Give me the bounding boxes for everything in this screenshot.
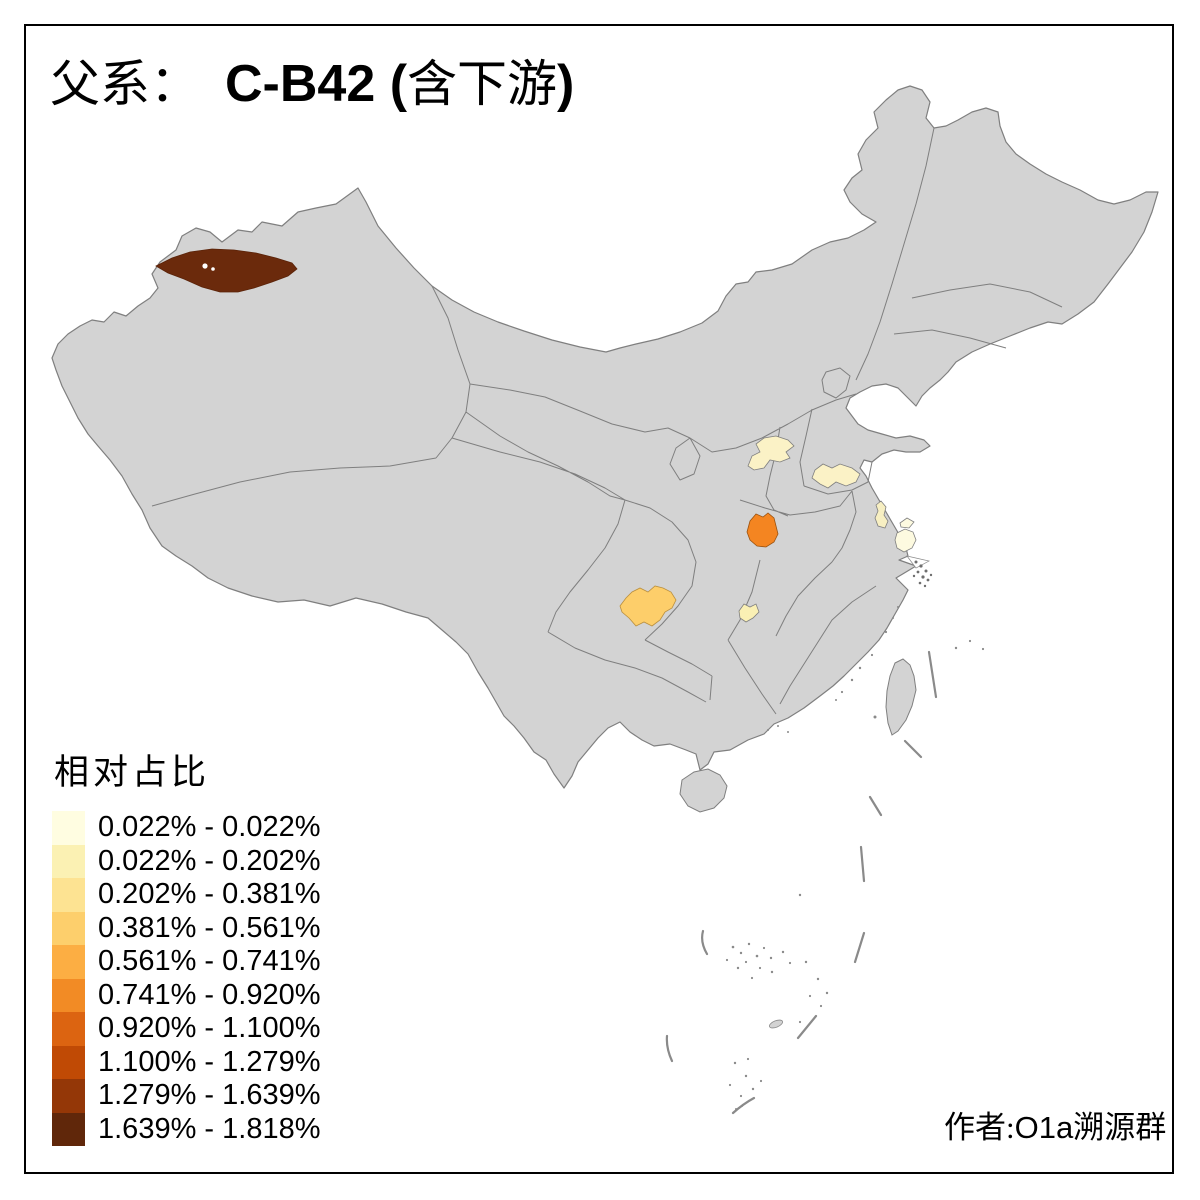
legend-swatch — [52, 1112, 85, 1146]
legend-row: 0.561% - 0.741% — [52, 945, 320, 979]
plot-border-frame — [24, 24, 1174, 1174]
attribution-latin: O1a — [1014, 1110, 1074, 1145]
legend-row: 1.279% - 1.639% — [52, 1079, 320, 1113]
legend-label: 0.022% - 0.202% — [98, 844, 321, 877]
legend-row: 0.022% - 0.022% — [52, 811, 320, 845]
yangtze-estuary-water — [906, 555, 930, 569]
attribution-prefix: 作者: — [944, 1110, 1015, 1145]
legend-swatch — [52, 1012, 85, 1046]
legend-label: 0.202% - 0.381% — [98, 878, 321, 911]
ili-lake-hole — [211, 267, 215, 271]
zhoushan-island-cluster — [912, 560, 933, 588]
region-coastal-jiangsu-north-of-shanghai — [899, 517, 915, 529]
ili-lake-hole — [202, 263, 208, 269]
nine-dash-line — [665, 650, 938, 1115]
legend-swatch — [52, 878, 85, 912]
legend-row: 0.202% - 0.381% — [52, 878, 320, 912]
legend-label: 0.561% - 0.741% — [98, 945, 321, 978]
legend-swatch — [52, 911, 85, 945]
attribution-suffix: 溯源群 — [1073, 1110, 1167, 1145]
legend-label: 1.279% - 1.639% — [98, 1079, 321, 1112]
map-legend: 相对占比 0.022% - 0.022% 0.022% - 0.202% 0.2… — [52, 744, 320, 1146]
taiwan-island — [885, 658, 917, 736]
title-close-paren: ) — [557, 55, 575, 113]
legend-row: 1.639% - 1.818% — [52, 1112, 321, 1146]
province-borders — [151, 127, 1063, 715]
page-title: 父系： C-B42 (含下游) — [50, 55, 575, 113]
legend-row: 0.741% - 0.920% — [52, 978, 321, 1012]
region-central-hubei — [738, 603, 760, 623]
legend-swatch — [52, 844, 85, 878]
title-text-zh: 父系： — [50, 56, 225, 112]
legend-row: 0.022% - 0.202% — [52, 844, 321, 878]
legend-label: 0.022% - 0.022% — [98, 811, 321, 844]
pratas-island — [768, 1019, 784, 1029]
legend-swatch — [52, 1045, 85, 1079]
title-haplogroup-label: C-B42 ( — [225, 55, 408, 113]
legend-title: 相对占比 — [54, 753, 211, 792]
china-mainland-shape — [51, 85, 1159, 789]
legend-label: 1.100% - 1.279% — [98, 1045, 321, 1078]
region-chengdu-area — [619, 585, 677, 627]
region-shanghai-suzhou-area — [894, 528, 917, 553]
legend-swatch — [52, 1079, 85, 1113]
legend-swatch — [52, 945, 85, 979]
region-northwest-xinjiang-ili — [155, 248, 298, 293]
legend-swatch — [52, 811, 85, 845]
coastal-islet-dots — [767, 606, 985, 733]
region-central-jiangsu — [874, 500, 889, 529]
south-china-sea-island-dots — [725, 893, 829, 1110]
legend-label: 0.920% - 1.100% — [98, 1012, 321, 1045]
legend-row: 0.381% - 0.561% — [52, 911, 321, 945]
hainan-island — [679, 768, 728, 813]
title-suffix-zh: 含下游 — [407, 56, 558, 112]
legend-swatch — [52, 978, 85, 1012]
legend-row: 1.100% - 1.279% — [52, 1045, 321, 1079]
author-attribution: 作者:O1a溯源群 — [944, 1102, 1166, 1147]
region-south-shanxi — [747, 435, 795, 471]
legend-label: 0.741% - 0.920% — [98, 978, 321, 1011]
legend-row: 0.920% - 1.100% — [52, 1012, 320, 1046]
region-shanxi-henan-border — [811, 463, 861, 489]
legend-label: 0.381% - 0.561% — [98, 911, 321, 944]
legend-label: 1.639% - 1.818% — [98, 1112, 321, 1145]
region-south-shaanxi — [746, 512, 779, 548]
